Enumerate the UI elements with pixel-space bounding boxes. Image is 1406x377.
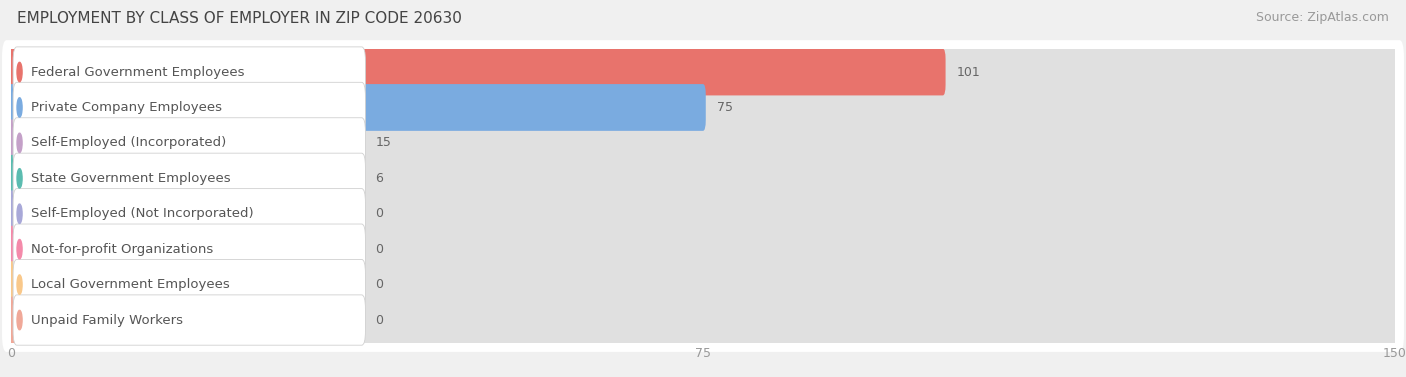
FancyBboxPatch shape: [8, 49, 1398, 95]
Circle shape: [17, 239, 22, 259]
FancyBboxPatch shape: [8, 84, 706, 131]
FancyBboxPatch shape: [13, 118, 366, 168]
FancyBboxPatch shape: [8, 261, 1398, 308]
Circle shape: [17, 133, 22, 153]
FancyBboxPatch shape: [8, 155, 1398, 202]
FancyBboxPatch shape: [8, 155, 69, 202]
FancyBboxPatch shape: [8, 261, 364, 308]
FancyBboxPatch shape: [1, 40, 1405, 104]
Text: Self-Employed (Not Incorporated): Self-Employed (Not Incorporated): [31, 207, 253, 220]
Circle shape: [17, 275, 22, 294]
FancyBboxPatch shape: [8, 226, 364, 273]
FancyBboxPatch shape: [8, 49, 946, 95]
Text: 0: 0: [375, 243, 384, 256]
FancyBboxPatch shape: [13, 47, 366, 97]
FancyBboxPatch shape: [1, 75, 1405, 139]
Text: 0: 0: [375, 278, 384, 291]
FancyBboxPatch shape: [8, 84, 1398, 131]
FancyBboxPatch shape: [1, 288, 1405, 352]
FancyBboxPatch shape: [8, 190, 1398, 237]
Text: 0: 0: [375, 207, 384, 220]
Text: 15: 15: [375, 136, 391, 149]
Text: State Government Employees: State Government Employees: [31, 172, 231, 185]
Circle shape: [17, 98, 22, 117]
FancyBboxPatch shape: [13, 224, 366, 274]
Text: Not-for-profit Organizations: Not-for-profit Organizations: [31, 243, 212, 256]
FancyBboxPatch shape: [8, 297, 364, 343]
Text: Local Government Employees: Local Government Employees: [31, 278, 229, 291]
Circle shape: [17, 310, 22, 330]
FancyBboxPatch shape: [13, 188, 366, 239]
Text: Private Company Employees: Private Company Employees: [31, 101, 222, 114]
Circle shape: [17, 62, 22, 82]
Text: Federal Government Employees: Federal Government Employees: [31, 66, 245, 78]
FancyBboxPatch shape: [13, 259, 366, 310]
FancyBboxPatch shape: [1, 182, 1405, 246]
FancyBboxPatch shape: [1, 146, 1405, 210]
FancyBboxPatch shape: [8, 120, 1398, 166]
FancyBboxPatch shape: [13, 295, 366, 345]
Circle shape: [17, 204, 22, 224]
FancyBboxPatch shape: [13, 82, 366, 133]
FancyBboxPatch shape: [1, 253, 1405, 317]
Text: 101: 101: [956, 66, 980, 78]
Text: 6: 6: [375, 172, 384, 185]
Circle shape: [17, 169, 22, 188]
FancyBboxPatch shape: [8, 226, 1398, 273]
Text: 0: 0: [375, 314, 384, 326]
FancyBboxPatch shape: [1, 111, 1405, 175]
FancyBboxPatch shape: [13, 153, 366, 204]
Text: Source: ZipAtlas.com: Source: ZipAtlas.com: [1256, 11, 1389, 24]
Text: Self-Employed (Incorporated): Self-Employed (Incorporated): [31, 136, 226, 149]
FancyBboxPatch shape: [8, 190, 364, 237]
Text: EMPLOYMENT BY CLASS OF EMPLOYER IN ZIP CODE 20630: EMPLOYMENT BY CLASS OF EMPLOYER IN ZIP C…: [17, 11, 461, 26]
FancyBboxPatch shape: [8, 297, 1398, 343]
Text: Unpaid Family Workers: Unpaid Family Workers: [31, 314, 183, 326]
Text: 75: 75: [717, 101, 733, 114]
FancyBboxPatch shape: [1, 217, 1405, 281]
FancyBboxPatch shape: [8, 120, 152, 166]
